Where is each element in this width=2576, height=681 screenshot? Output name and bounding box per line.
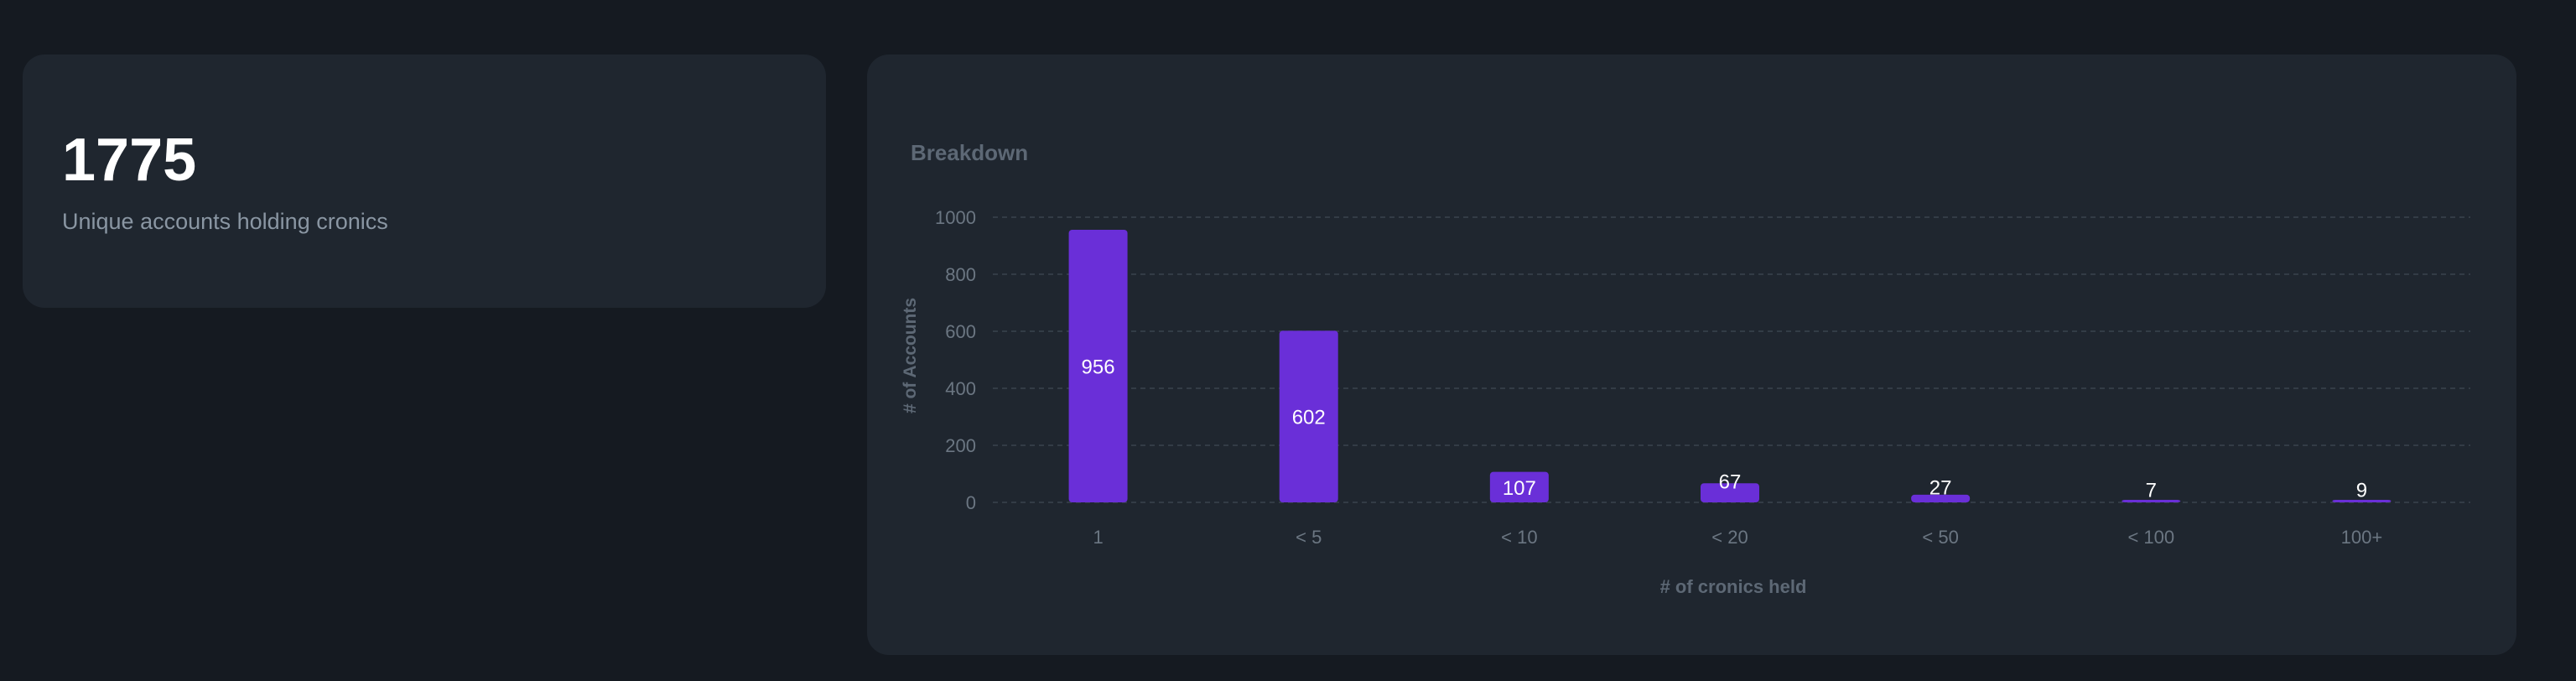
x-tick-label: < 50 [1922, 527, 1958, 548]
bar-data-label: 9 [2356, 479, 2367, 502]
bar-4 [1911, 494, 1971, 502]
y-tick-label: 200 [945, 435, 976, 456]
y-tick-label: 600 [945, 321, 976, 342]
bar-3 [1701, 483, 1759, 502]
y-tick-label: 400 [945, 378, 976, 399]
y-tick-label: 1000 [935, 207, 976, 228]
bar-data-label: 602 [1292, 407, 1326, 429]
y-tick-label: 800 [945, 264, 976, 285]
bar-data-label: 67 [1719, 471, 1742, 494]
bar-5 [2122, 500, 2181, 502]
stat-card: 1775 Unique accounts holding cronics [23, 55, 826, 308]
bar-data-label: 27 [1929, 476, 1952, 499]
bar-6 [2332, 499, 2392, 502]
y-axis-label: # of Accounts [901, 298, 920, 413]
x-tick-label: < 100 [2127, 527, 2174, 548]
y-tick-label: 0 [966, 492, 976, 513]
x-tick-label: 1 [1093, 527, 1103, 548]
x-tick-label: < 10 [1501, 527, 1537, 548]
unique-accounts-value: 1775 [62, 127, 197, 194]
x-tick-label: 100+ [2341, 527, 2383, 548]
x-tick-label: < 20 [1711, 527, 1748, 548]
chart-title: Breakdown [911, 140, 1029, 165]
x-axis-label: # of cronics held [1660, 576, 1807, 597]
bar-data-label: 956 [1082, 356, 1115, 378]
bar-data-label: 7 [2146, 480, 2157, 502]
unique-accounts-label: Unique accounts holding cronics [62, 209, 388, 234]
x-tick-label: < 5 [1296, 527, 1322, 548]
breakdown-chart-card: Breakdown 0 200 400 600 800 1000 956 1 602 < 5 107… [867, 55, 2516, 655]
bar-data-label: 107 [1503, 477, 1536, 500]
bar-1 [1279, 330, 1338, 502]
bar-0 [1068, 229, 1128, 502]
bar-2 [1489, 471, 1549, 502]
breakdown-bar-chart: 0 200 400 600 800 1000 956 1 602 < 5 107 < 10 67 < 20… [901, 207, 2470, 597]
